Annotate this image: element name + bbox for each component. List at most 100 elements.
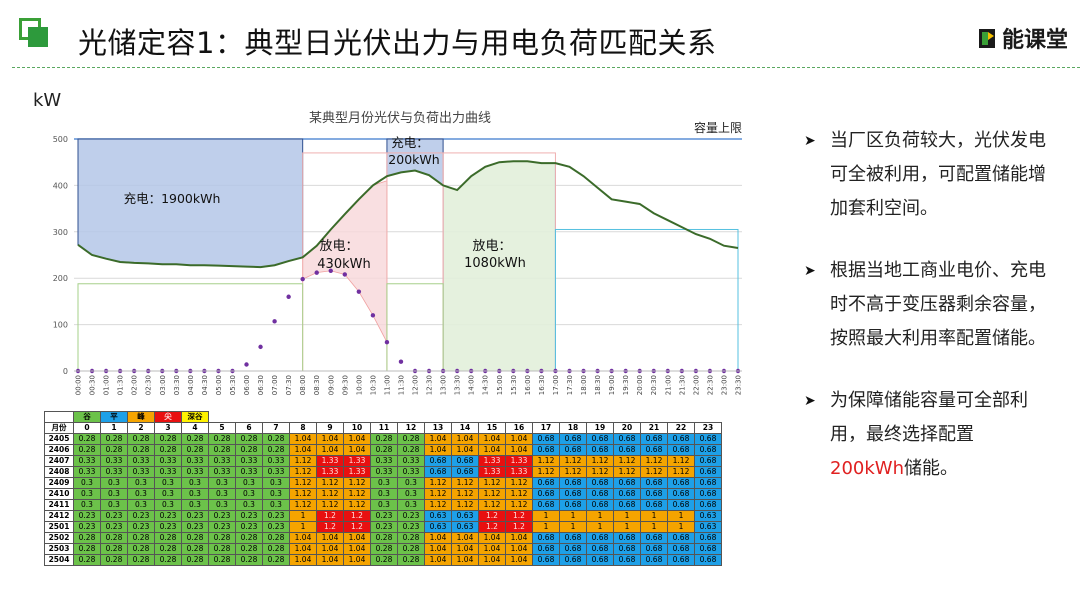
pv-point bbox=[370, 313, 376, 318]
y-tick-label: 300 bbox=[53, 228, 68, 237]
tariff-cell: 0.3 bbox=[397, 477, 425, 489]
tariff-cell: 0.28 bbox=[208, 433, 236, 445]
legend-empty bbox=[614, 412, 641, 423]
tariff-cell: 0.33 bbox=[100, 455, 128, 467]
bullet-text-3b: 储能。 bbox=[904, 458, 958, 479]
tariff-cell: 0.28 bbox=[181, 543, 209, 555]
tariff-cell: 0.28 bbox=[262, 444, 290, 456]
tariff-cell: 0.3 bbox=[235, 499, 263, 511]
tariff-cell: 1.12 bbox=[289, 455, 317, 467]
tariff-cell: 0.28 bbox=[181, 554, 209, 566]
tariff-cell: 1.12 bbox=[289, 499, 317, 511]
tariff-hour-header: 10 bbox=[343, 422, 371, 434]
tariff-cell: 0.33 bbox=[370, 455, 398, 467]
tariff-cell: 0.3 bbox=[127, 499, 155, 511]
tariff-hour-header: 5 bbox=[208, 422, 236, 434]
pv-point bbox=[258, 344, 263, 350]
tariff-cell: 1.04 bbox=[289, 543, 317, 555]
tariff-hour-header: 7 bbox=[262, 422, 290, 434]
tariff-cell: 1.12 bbox=[478, 499, 506, 511]
tariff-cell: 1.04 bbox=[289, 433, 317, 445]
tariff-cell: 0.28 bbox=[100, 554, 128, 566]
tariff-cell: 0.68 bbox=[586, 444, 614, 456]
tariff-cell: 0.33 bbox=[73, 466, 101, 478]
tariff-row: 2410 0.3 0.3 0.3 0.3 0.3 0.3 0.3 0.3 1.12 1.12 1.12… bbox=[44, 488, 722, 500]
tariff-cell: 0.63 bbox=[424, 510, 452, 522]
tariff-cell: 0.28 bbox=[235, 444, 263, 456]
x-tick-label: 01:00 bbox=[103, 375, 111, 395]
tariff-cell: 1 bbox=[667, 521, 695, 533]
tariff-cell: 0.23 bbox=[235, 510, 263, 522]
tariff-cell: 0.23 bbox=[397, 510, 425, 522]
tariff-month: 2409 bbox=[44, 477, 74, 489]
legend-empty bbox=[317, 412, 344, 423]
tariff-cell: 1.04 bbox=[289, 532, 317, 544]
legend-empty bbox=[560, 412, 587, 423]
annotation-discharge-430-a: 放电： bbox=[319, 239, 358, 254]
tariff-cell: 0.68 bbox=[586, 499, 614, 511]
tariff-cell: 1.04 bbox=[343, 444, 371, 456]
tariff-cell: 1.2 bbox=[343, 521, 371, 533]
tariff-cell: 0.3 bbox=[154, 499, 182, 511]
tariff-cell: 1.12 bbox=[451, 488, 479, 500]
tariff-cell: 0.68 bbox=[559, 444, 587, 456]
y-tick-label: 0 bbox=[63, 367, 68, 376]
pv-point bbox=[314, 270, 319, 275]
tariff-cell: 0.68 bbox=[640, 433, 668, 445]
legend-empty bbox=[371, 412, 398, 423]
tariff-hour-header: 20 bbox=[613, 422, 641, 434]
pv-point bbox=[398, 359, 404, 364]
period-box-evening bbox=[554, 228, 739, 372]
tariff-cell: 0.28 bbox=[100, 433, 128, 445]
tariff-cell: 1.12 bbox=[478, 488, 506, 500]
legend-empty bbox=[236, 412, 263, 423]
tariff-cell: 1.04 bbox=[478, 532, 506, 544]
tariff-cell: 0.3 bbox=[100, 477, 128, 489]
tariff-cell: 0.68 bbox=[667, 477, 695, 489]
tariff-cell: 1.04 bbox=[478, 543, 506, 555]
tariff-cell: 0.68 bbox=[559, 554, 587, 566]
tariff-cell: 1.12 bbox=[289, 477, 317, 489]
tariff-cell: 0.23 bbox=[154, 510, 182, 522]
tariff-cell: 1.04 bbox=[424, 532, 452, 544]
x-tick-label: 21:30 bbox=[678, 375, 686, 395]
tariff-cell: 1.04 bbox=[505, 543, 533, 555]
tariff-cell: 0.3 bbox=[370, 477, 398, 489]
tariff-cell: 1 bbox=[667, 510, 695, 522]
x-tick-label: 03:00 bbox=[159, 375, 167, 395]
x-tick-label: 16:00 bbox=[524, 375, 532, 395]
tariff-cell: 0.3 bbox=[208, 499, 236, 511]
bullet-text-3a: 为保障储能容量可全部利用，最终选择配置 bbox=[830, 390, 1028, 445]
chart-title: 某典型月份光伏与负荷出力曲线 bbox=[309, 111, 491, 126]
tariff-cell: 1.12 bbox=[613, 466, 641, 478]
tariff-cell: 0.3 bbox=[73, 477, 101, 489]
legend-empty bbox=[398, 412, 425, 423]
tariff-cell: 0.33 bbox=[262, 466, 290, 478]
tariff-cell: 1.12 bbox=[424, 477, 452, 489]
tariff-cell: 0.28 bbox=[154, 543, 182, 555]
tariff-cell: 1.04 bbox=[343, 543, 371, 555]
tariff-header-row: 月份 0 1 2 3 4 5 6 7 8 9 10 11 12 13 14 15 16 17 18 19 20 21 22 23 bbox=[44, 422, 722, 434]
tariff-cell: 0.33 bbox=[127, 466, 155, 478]
tariff-cell: 0.3 bbox=[235, 488, 263, 500]
tariff-cell: 1.12 bbox=[505, 488, 533, 500]
tariff-cell: 0.23 bbox=[262, 510, 290, 522]
tariff-cell: 0.68 bbox=[694, 466, 722, 478]
tariff-cell: 0.68 bbox=[694, 477, 722, 489]
tariff-cell: 0.68 bbox=[532, 554, 560, 566]
tariff-cell: 0.68 bbox=[667, 543, 695, 555]
tariff-cell: 1.12 bbox=[289, 466, 317, 478]
tariff-cell: 0.3 bbox=[73, 499, 101, 511]
tariff-cell: 1.04 bbox=[343, 554, 371, 566]
tariff-cell: 1.12 bbox=[478, 477, 506, 489]
x-tick-label: 08:30 bbox=[313, 375, 321, 395]
tariff-cell: 0.23 bbox=[208, 510, 236, 522]
y-tick-label: 200 bbox=[53, 274, 68, 283]
tariff-cell: 1 bbox=[289, 521, 317, 533]
tariff-hour-header: 12 bbox=[397, 422, 425, 434]
legend-empty bbox=[479, 412, 506, 423]
x-tick-label: 13:30 bbox=[454, 375, 462, 395]
tariff-cell: 1.04 bbox=[451, 433, 479, 445]
tariff-month: 2412 bbox=[44, 510, 74, 522]
tariff-cell: 0.28 bbox=[370, 433, 398, 445]
